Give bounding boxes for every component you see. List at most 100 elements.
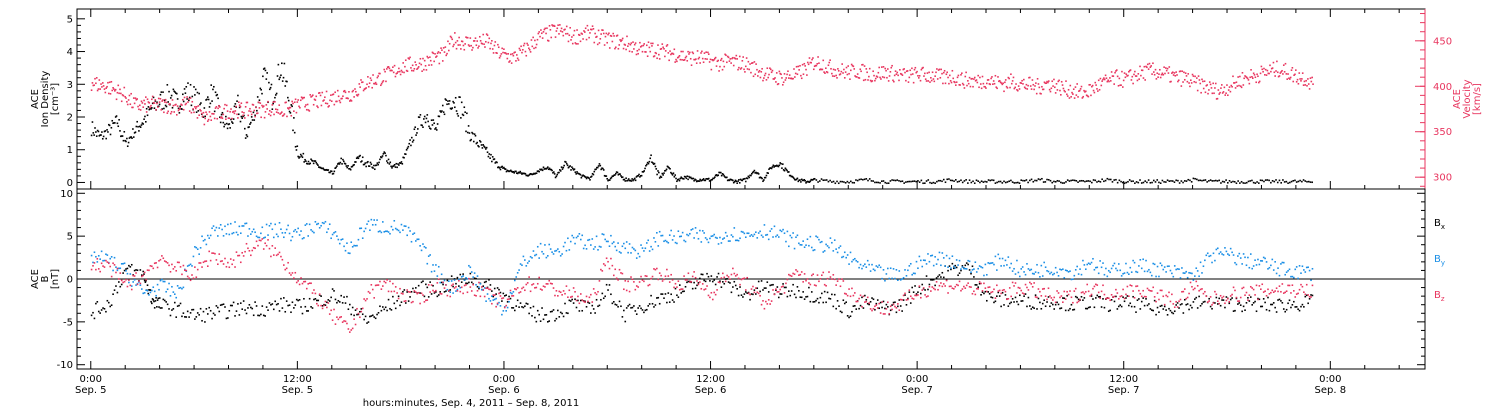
field-z-point xyxy=(209,259,212,262)
velocity-point xyxy=(338,99,341,102)
field-x-point xyxy=(1036,308,1038,310)
velocity-point xyxy=(643,43,646,45)
density-point xyxy=(889,180,892,182)
velocity-point xyxy=(128,94,131,97)
velocity-point xyxy=(845,66,848,69)
velocity-point xyxy=(712,59,714,62)
density-point xyxy=(929,181,931,184)
field-z-point xyxy=(151,265,153,268)
field-x-point xyxy=(565,312,568,314)
field-x-point xyxy=(374,317,377,320)
field-x-point xyxy=(351,306,354,309)
density-point xyxy=(557,171,559,174)
velocity-point xyxy=(1095,84,1097,86)
density-point xyxy=(165,105,168,108)
density-point xyxy=(462,114,465,117)
velocity-point xyxy=(288,106,291,109)
field-x-point xyxy=(1033,307,1035,310)
velocity-point xyxy=(261,104,263,107)
density-point xyxy=(589,179,591,181)
density-point xyxy=(563,164,565,167)
velocity-point xyxy=(303,96,305,99)
density-point xyxy=(1190,181,1193,183)
velocity-point xyxy=(1030,88,1033,90)
field-y-point xyxy=(1208,255,1210,258)
velocity-point xyxy=(706,58,708,60)
field-y-point xyxy=(1245,264,1248,267)
velocity-point xyxy=(1213,92,1215,95)
density-point xyxy=(478,139,481,142)
field-z-point xyxy=(940,282,942,284)
density-point xyxy=(1211,180,1214,182)
field-y-point xyxy=(105,253,107,256)
field-z-point xyxy=(898,309,901,311)
velocity-point xyxy=(618,44,621,46)
velocity-point xyxy=(1188,82,1190,84)
density-point xyxy=(223,125,225,128)
density-point xyxy=(855,179,857,181)
velocity-point xyxy=(1210,87,1213,89)
field-z-point xyxy=(239,261,242,264)
velocity-point xyxy=(906,70,909,72)
velocity-point xyxy=(1157,76,1159,78)
field-z-point xyxy=(719,281,721,284)
velocity-point xyxy=(475,44,478,47)
density-point xyxy=(604,175,607,177)
density-point xyxy=(703,179,706,182)
field-y-point xyxy=(997,253,1000,256)
density-point xyxy=(416,132,418,134)
density-point xyxy=(386,161,389,164)
density-point xyxy=(795,178,798,181)
field-x-point xyxy=(852,305,855,307)
velocity-point xyxy=(308,110,311,112)
density-point xyxy=(107,123,110,126)
field-x-point xyxy=(677,296,680,298)
field-x-point xyxy=(135,269,137,271)
field-y-point xyxy=(1132,259,1134,262)
field-y-point xyxy=(868,263,870,266)
density-point xyxy=(114,116,117,118)
velocity-point xyxy=(472,46,474,49)
density-point xyxy=(724,176,726,178)
density-point xyxy=(710,179,713,181)
velocity-point xyxy=(783,73,786,75)
density-point xyxy=(295,149,298,151)
field-y-point xyxy=(1138,265,1140,267)
velocity-point xyxy=(487,41,490,44)
field-y-point xyxy=(1049,272,1051,275)
field-y-point xyxy=(955,259,958,261)
field-y-point xyxy=(734,239,737,242)
field-z-point xyxy=(522,286,525,289)
density-point xyxy=(397,163,399,165)
field-x-point xyxy=(1059,307,1061,310)
velocity-point xyxy=(593,41,596,44)
field-z-point xyxy=(519,291,522,293)
field-x-point xyxy=(835,307,837,310)
field-x-point xyxy=(1102,298,1104,300)
density-point xyxy=(266,72,268,74)
velocity-point xyxy=(843,77,846,79)
field-x-point xyxy=(1219,304,1222,307)
density-point xyxy=(434,128,436,130)
velocity-point xyxy=(231,111,234,113)
density-point xyxy=(982,181,985,183)
density-point xyxy=(359,154,361,157)
field-y-point xyxy=(119,267,122,270)
field-y-point xyxy=(159,279,162,282)
field-x-point xyxy=(373,316,375,318)
velocity-point xyxy=(823,71,825,73)
velocity-point xyxy=(477,47,479,49)
velocity-point xyxy=(1199,82,1202,85)
field-z-point xyxy=(793,273,796,275)
field-y-point xyxy=(448,280,450,282)
velocity-point xyxy=(580,32,583,35)
field-z-point xyxy=(701,283,704,285)
field-x-point xyxy=(136,269,139,272)
density-point xyxy=(632,179,634,182)
density-point xyxy=(924,182,926,184)
density-point xyxy=(361,160,363,162)
field-z-point xyxy=(237,254,239,257)
field-z-point xyxy=(430,284,433,286)
field-y-point xyxy=(835,248,837,250)
velocity-point xyxy=(471,49,473,51)
